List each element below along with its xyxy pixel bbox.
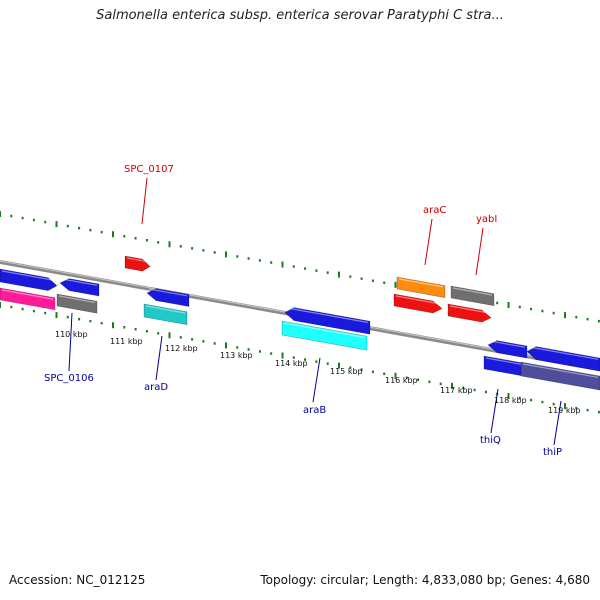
kbp-tick-label: 115 kbp — [330, 367, 363, 376]
gene-arrow[interactable] — [60, 279, 99, 296]
callout-line — [142, 178, 147, 224]
kbp-tick-label: 116 kbp — [385, 376, 418, 385]
gene-arrow[interactable] — [147, 289, 189, 307]
kbp-tick-label: 119 kbp — [548, 406, 581, 415]
gene-label-forward[interactable]: SPC_0107 — [124, 164, 174, 175]
gene-label-reverse[interactable]: thiQ — [480, 435, 501, 446]
kbp-tick-label: 113 kbp — [220, 351, 253, 360]
callout-line — [425, 219, 432, 265]
gene-label-forward[interactable]: yabI — [476, 214, 497, 225]
kbp-tick-label: 117 kbp — [440, 386, 473, 395]
gene-label-reverse[interactable]: thiP — [543, 447, 562, 458]
callout-line — [69, 313, 72, 371]
callout-line — [476, 228, 483, 275]
gene-label-forward[interactable]: araC — [423, 205, 446, 216]
kbp-tick-label: 112 kbp — [165, 344, 198, 353]
gene-label-reverse[interactable]: SPC_0106 — [44, 373, 94, 384]
kbp-tick-label: 111 kbp — [110, 337, 143, 346]
kbp-tick-label: 110 kbp — [55, 330, 88, 339]
gene-arrow-thiq[interactable] — [488, 341, 527, 358]
accession-label: Accession: NC_012125 — [9, 573, 145, 587]
gene-label-reverse[interactable]: araB — [303, 405, 326, 416]
topology-label: Topology: circular; Length: 4,833,080 bp… — [260, 573, 590, 587]
kbp-tick-label: 114 kbp — [275, 359, 308, 368]
kbp-tick-label: 118 kbp — [494, 396, 527, 405]
callout-line — [313, 358, 320, 402]
callout-line — [156, 336, 162, 380]
gene-label-reverse[interactable]: araD — [144, 382, 168, 393]
